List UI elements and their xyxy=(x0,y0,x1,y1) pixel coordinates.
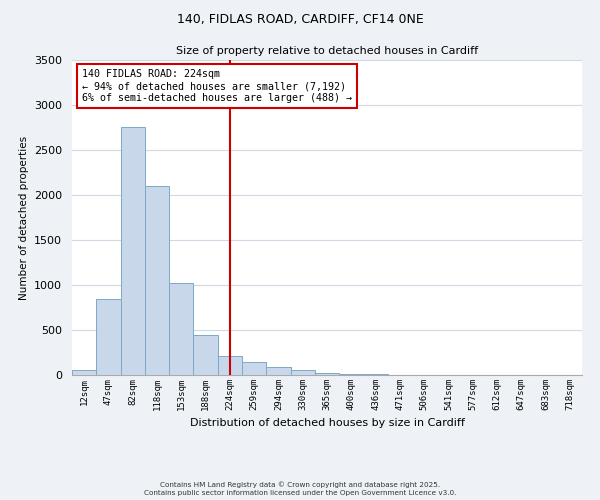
Bar xyxy=(290,370,315,375)
X-axis label: Distribution of detached houses by size in Cardiff: Distribution of detached houses by size … xyxy=(190,418,464,428)
Bar xyxy=(121,126,145,375)
Bar xyxy=(364,374,388,375)
Title: Size of property relative to detached houses in Cardiff: Size of property relative to detached ho… xyxy=(176,46,478,56)
Bar xyxy=(145,186,169,375)
Bar xyxy=(96,300,121,375)
Bar xyxy=(72,370,96,375)
Y-axis label: Number of detached properties: Number of detached properties xyxy=(19,136,29,300)
Bar xyxy=(339,374,364,375)
Text: Contains HM Land Registry data © Crown copyright and database right 2025.
Contai: Contains HM Land Registry data © Crown c… xyxy=(144,482,456,496)
Bar xyxy=(169,283,193,375)
Bar xyxy=(193,334,218,375)
Bar xyxy=(218,356,242,375)
Text: 140, FIDLAS ROAD, CARDIFF, CF14 0NE: 140, FIDLAS ROAD, CARDIFF, CF14 0NE xyxy=(176,12,424,26)
Bar xyxy=(315,373,339,375)
Text: 140 FIDLAS ROAD: 224sqm
← 94% of detached houses are smaller (7,192)
6% of semi-: 140 FIDLAS ROAD: 224sqm ← 94% of detache… xyxy=(82,70,352,102)
Bar xyxy=(242,362,266,375)
Bar xyxy=(266,367,290,375)
